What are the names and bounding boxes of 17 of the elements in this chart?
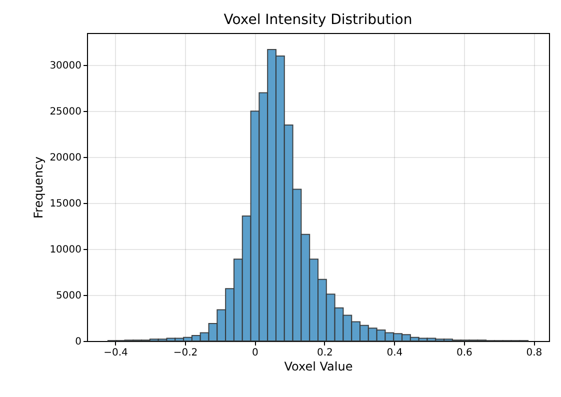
y-tick-label: 20000 <box>50 152 82 164</box>
x-tick-label: 0.6 <box>456 348 472 358</box>
y-tick-label: 0 <box>75 336 82 348</box>
y-tick-label: 10000 <box>50 244 82 256</box>
x-tick-label: 0.4 <box>386 348 403 358</box>
chart-title: Voxel Intensity Distribution <box>224 12 412 28</box>
x-tick-label: 0.2 <box>316 348 333 358</box>
y-tick-label: 25000 <box>50 106 82 118</box>
x-tick-label: −0.2 <box>173 348 198 358</box>
y-tick-label: 30000 <box>50 60 82 72</box>
x-tick-label: −0.4 <box>104 348 128 358</box>
y-axis-title: Frequency <box>32 156 46 218</box>
y-tick-label: 5000 <box>56 290 82 302</box>
y-tick-label: 15000 <box>50 198 82 210</box>
x-tick-label: 0.8 <box>526 348 542 358</box>
x-tick-label: 0 <box>252 348 258 358</box>
x-axis-title: Voxel Value <box>284 360 353 374</box>
